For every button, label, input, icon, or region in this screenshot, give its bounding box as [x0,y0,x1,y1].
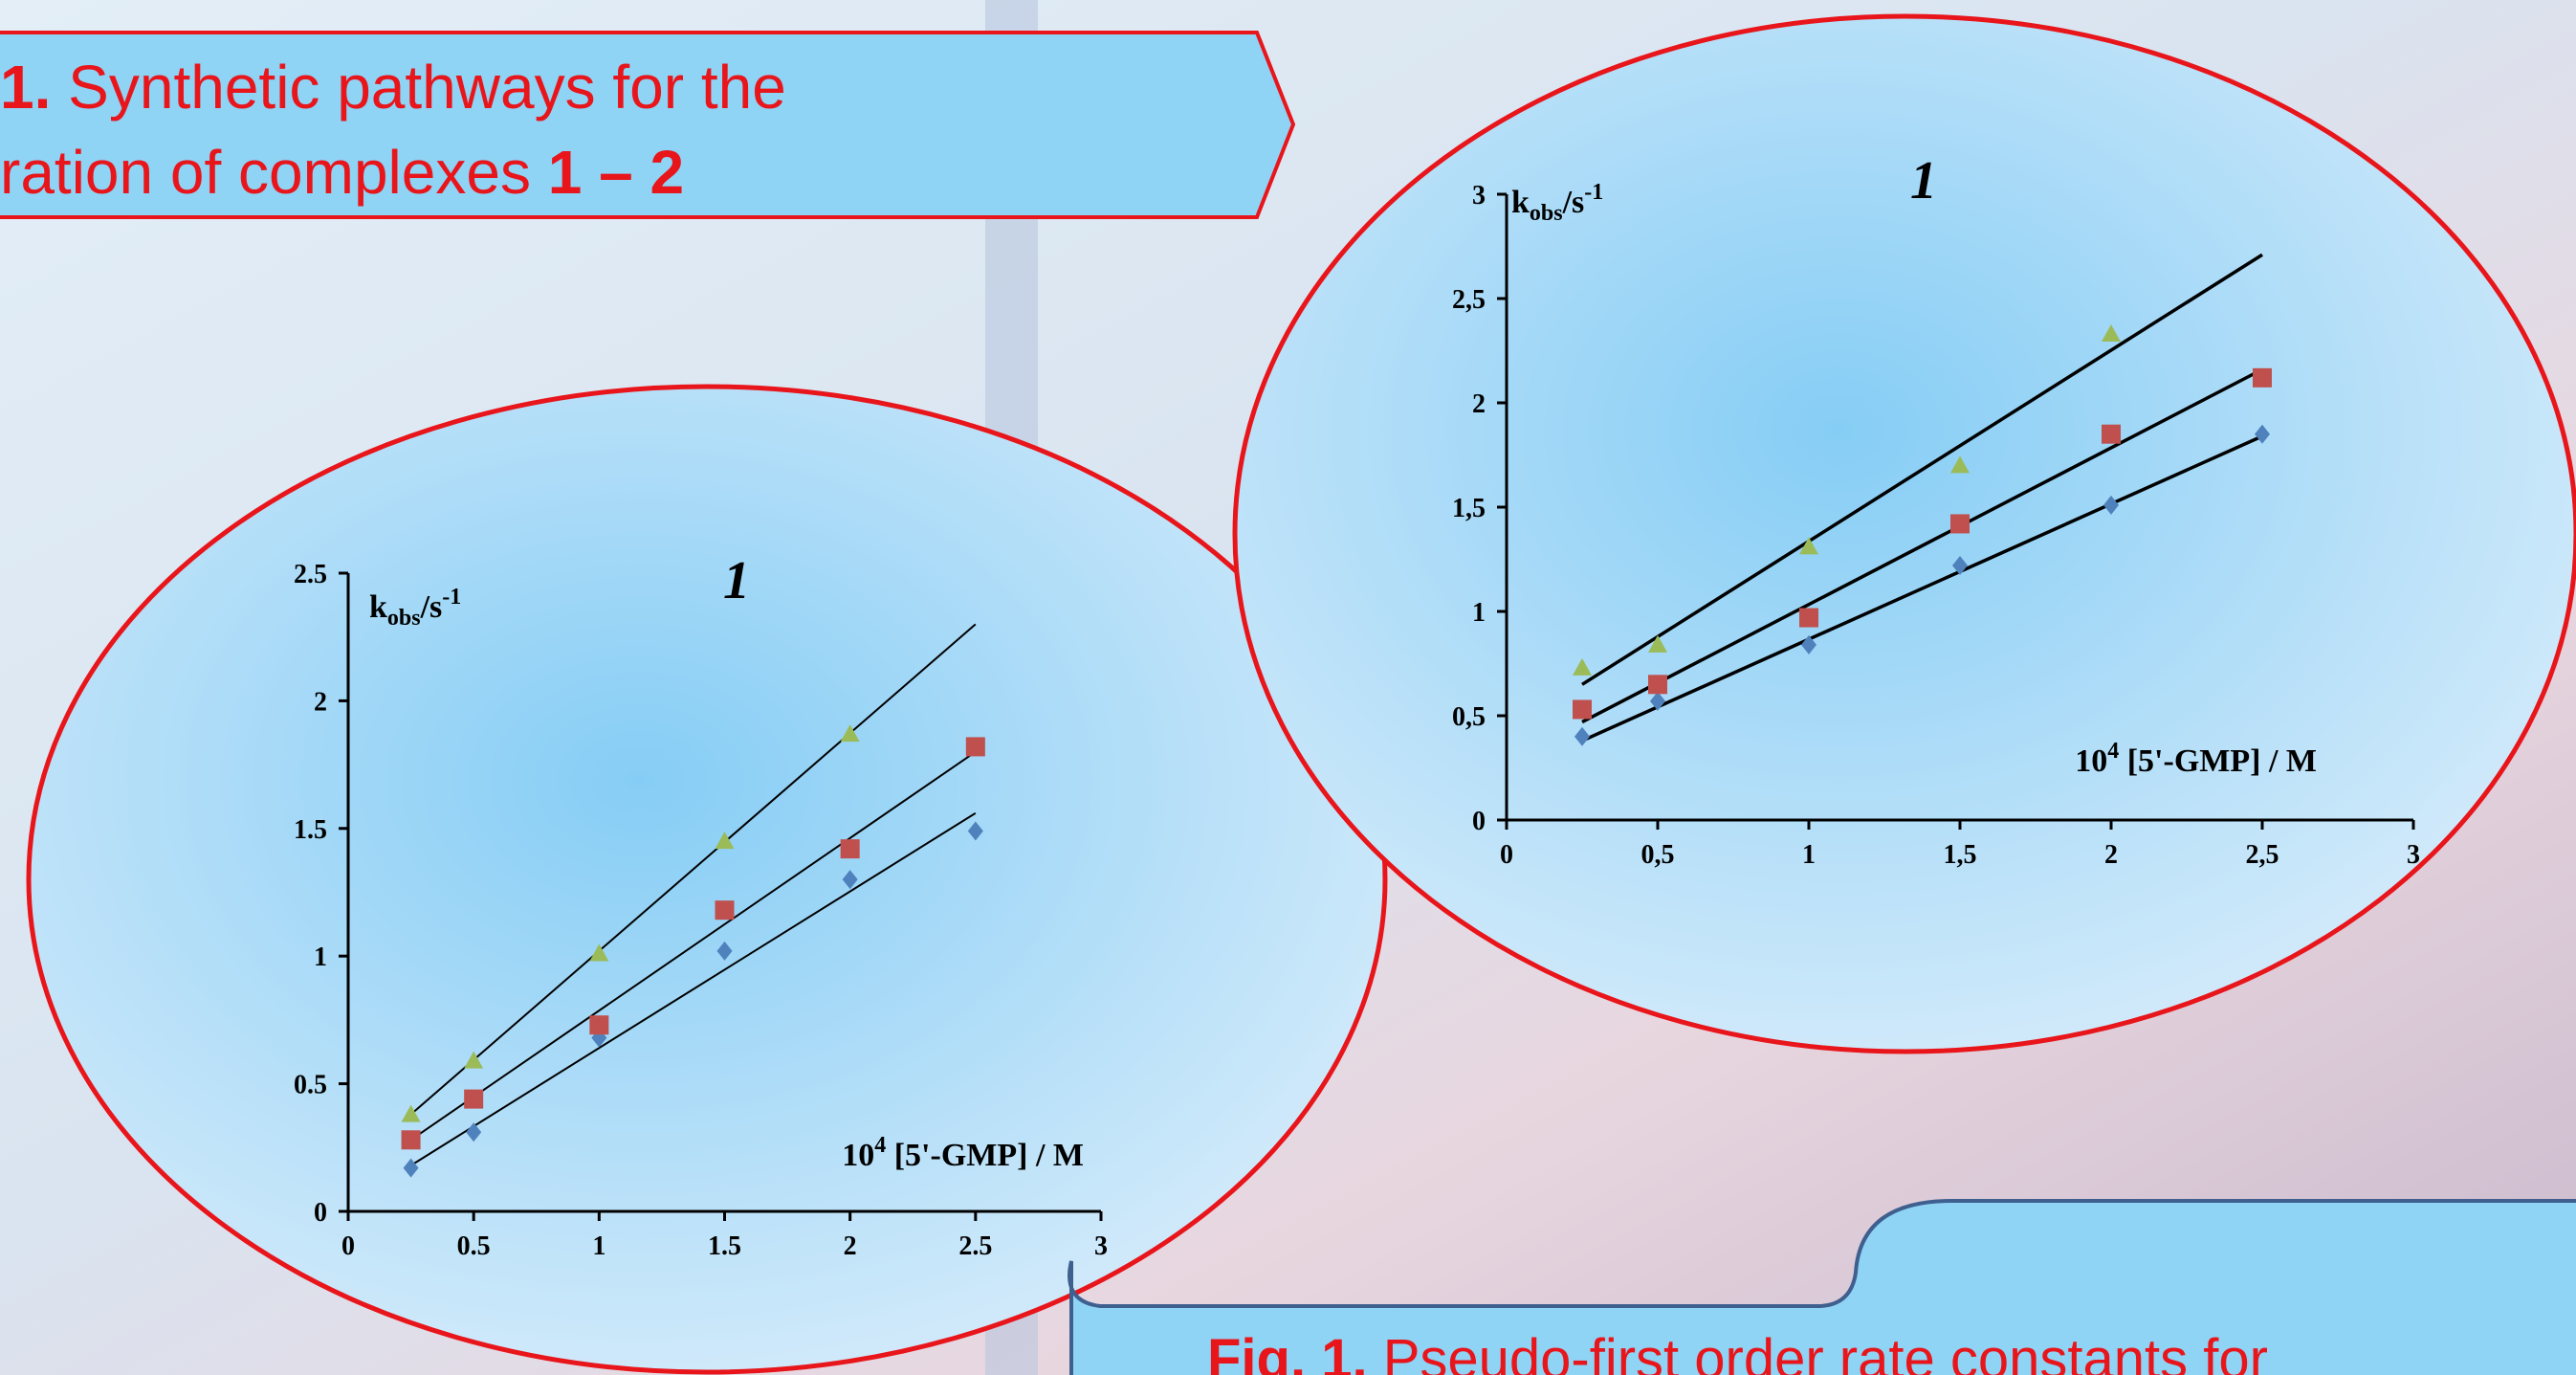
point [1573,699,1592,719]
banner-bold: 1. [0,53,51,122]
point [716,900,735,920]
x-tick-label: 0 [341,1231,355,1261]
y-tick-label: 2 [1472,389,1486,419]
x-tick-label: 2 [844,1231,857,1261]
y-tick-label: 2 [314,687,327,717]
annotation: 1 [1910,151,1937,211]
point [2253,368,2272,388]
callout-text: Fig. 1. Pseudo-first order rate constant… [1207,1328,2268,1375]
x-label-sup: 4 [874,1133,886,1158]
y-tick-label: 3 [1472,181,1486,211]
x-tick-label: 0 [1500,840,1513,870]
point [966,737,985,756]
y-label-sup: -1 [1584,180,1603,205]
point [402,1130,421,1149]
y-label-unit: /s [420,589,443,625]
y-tick-label: 1,5 [1452,494,1486,523]
poster: 1. Synthetic pathways for the ration of … [0,0,2576,1375]
x-tick-label: 1,5 [1944,840,1977,870]
y-label-sup: -1 [442,585,461,610]
x-tick-label: 2.5 [958,1231,992,1261]
y-label-sub: obs [1530,201,1563,226]
point [464,1090,483,1109]
x-label-text: [5'-GMP] / M [2127,743,2317,779]
y-label-sub: obs [387,606,421,631]
y-tick-label: 0,5 [1452,702,1486,732]
banner-line: 1. Synthetic pathways for the [0,53,786,122]
y-tick-label: 2.5 [294,560,327,589]
chart-frame [29,387,1385,1372]
x-tick-label: 2,5 [2246,840,2279,870]
callout-bold: Fig. 1. [1207,1328,1368,1375]
page: 1. Synthetic pathways for the ration of … [0,0,2576,1375]
banner-text: Synthetic pathways for the [68,53,786,122]
callout-body: Pseudo-first order rate constants for [1383,1328,2268,1375]
banner-bold: 1 – 2 [548,138,684,207]
y-tick-label: 1 [1472,598,1486,628]
y-label-main: k [369,589,387,625]
point [2102,425,2121,444]
x-label-text: [5'-GMP] / M [894,1138,1084,1173]
y-tick-label: 0 [314,1198,327,1228]
y-label-main: k [1511,185,1530,220]
x-tick-label: 1.5 [708,1231,741,1261]
y-tick-label: 1.5 [294,815,327,845]
y-label-unit: /s [1562,185,1585,220]
y-tick-label: 2,5 [1452,285,1486,315]
x-tick-label: 3 [1094,1231,1108,1261]
x-label-gap [886,1138,894,1173]
x-tick-label: 3 [2407,840,2420,870]
x-label-gap [2119,743,2127,779]
point [1799,609,1818,628]
x-label-base: 10 [842,1138,874,1173]
x-label-base: 10 [2075,743,2107,779]
chart-frame [1235,16,2576,1052]
y-tick-label: 0.5 [294,1071,327,1100]
point [1648,675,1667,694]
x-label-sup: 4 [2107,739,2119,764]
annotation: 1 [723,551,750,610]
banner-line: ration of complexes 1 – 2 [0,138,684,207]
point [841,839,860,858]
x-tick-label: 1 [1802,840,1816,870]
chart: 0 0.5 1 1.5 2 2.5 3 0 0.5 1 1.5 2 2.5 kobs/s-1 1 104 [5… [29,387,1385,1372]
point [589,1015,608,1034]
banner-text: ration of complexes [0,138,531,207]
x-tick-label: 2 [2104,840,2118,870]
y-tick-label: 1 [314,943,327,972]
y-tick-label: 0 [1472,807,1486,836]
x-tick-label: 0.5 [457,1231,491,1261]
x-tick-label: 1 [592,1231,605,1261]
point [1950,514,1970,533]
x-tick-label: 0,5 [1641,840,1675,870]
